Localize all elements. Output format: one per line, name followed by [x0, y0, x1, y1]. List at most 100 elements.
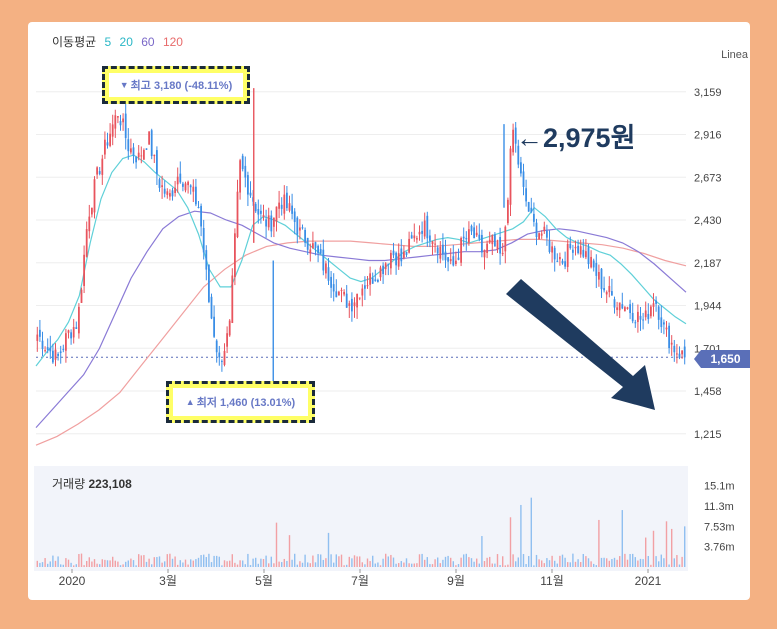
- volume-bar: [564, 557, 566, 567]
- candle-body: [122, 118, 124, 123]
- volume-bar: [411, 563, 413, 567]
- volume-bar: [62, 564, 64, 567]
- volume-bar: [530, 497, 532, 567]
- volume-bar: [684, 526, 686, 567]
- candle-body: [683, 346, 686, 358]
- volume-bar: [91, 561, 93, 567]
- volume-bar: [455, 565, 457, 567]
- volume-bar: [65, 558, 67, 567]
- candle-body: [364, 285, 366, 289]
- candle-body: [319, 249, 322, 254]
- volume-bar: [418, 554, 421, 567]
- candle-body: [652, 303, 655, 307]
- volume-bar: [499, 565, 501, 567]
- candle-body: [621, 304, 624, 309]
- volume-bar: [218, 556, 220, 567]
- scale-mode-label[interactable]: Linea: [721, 49, 748, 61]
- volume-bar: [439, 563, 441, 567]
- volume-bar: [504, 565, 506, 567]
- candle-body: [275, 206, 278, 222]
- volume-bar: [275, 522, 278, 567]
- volume-bar: [543, 563, 545, 567]
- volume-bar: [517, 557, 519, 567]
- volume-bar: [255, 557, 257, 567]
- volume-bar: [642, 559, 644, 567]
- ma-legend-20[interactable]: 20: [119, 35, 133, 49]
- candle-body: [132, 147, 135, 156]
- candle-body: [158, 179, 161, 188]
- x-axis-labels: 2020 3월 5월 7월 9월 11월 2021: [59, 569, 662, 588]
- candle-body: [262, 215, 265, 218]
- volume-bar: [377, 562, 379, 567]
- x-tick-label: 11월: [540, 574, 564, 588]
- candle-body: [273, 217, 275, 227]
- candle-body: [335, 291, 338, 298]
- ma-legend-60[interactable]: 60: [141, 35, 155, 49]
- candle-body: [546, 230, 548, 238]
- volume-bar: [567, 562, 569, 567]
- candle-body: [218, 352, 221, 358]
- volume-bar: [673, 558, 675, 567]
- volume-bar: [70, 562, 72, 567]
- candle-body: [202, 227, 205, 253]
- candle-body: [410, 235, 413, 239]
- volume-bar: [515, 561, 517, 567]
- volume-tick-label: 15.1m: [704, 481, 735, 493]
- candle-body: [572, 249, 574, 253]
- candle-body: [96, 167, 98, 175]
- high-callout-text: 최고 3,180 (-48.11%): [130, 80, 233, 92]
- volume-bar: [171, 558, 174, 567]
- x-tick-label: 2021: [635, 574, 662, 588]
- y-tick-label: 2,430: [694, 215, 722, 227]
- candle-body: [260, 210, 262, 214]
- candle-body: [626, 307, 629, 309]
- candle-body: [306, 237, 309, 250]
- candle-body: [228, 320, 231, 336]
- candle-body: [67, 330, 70, 333]
- volume-bar: [348, 556, 350, 567]
- candle-body: [98, 171, 101, 174]
- volume-bar: [288, 535, 291, 567]
- volume-bar: [548, 560, 551, 567]
- ma-legend-120[interactable]: 120: [162, 35, 183, 49]
- candle-body: [629, 304, 631, 314]
- volume-bar: [340, 554, 343, 567]
- candle-body: [574, 246, 577, 249]
- volume-bar: [668, 564, 670, 567]
- candle-body: [387, 263, 390, 265]
- candle-body: [111, 124, 114, 137]
- volume-bar: [44, 558, 46, 567]
- volume-bar: [356, 556, 358, 567]
- candle-body: [345, 293, 348, 308]
- volume-bar: [678, 564, 681, 567]
- volume-bar: [195, 559, 197, 567]
- volume-bar: [619, 556, 621, 567]
- candle-body: [117, 116, 119, 118]
- volume-bar: [221, 565, 223, 567]
- candle-body: [673, 345, 676, 353]
- volume-bar: [608, 560, 610, 567]
- candle-body: [491, 235, 494, 245]
- volume-bar: [112, 556, 114, 567]
- volume-bar: [49, 561, 51, 567]
- volume-bar: [122, 564, 124, 567]
- candle-body: [486, 243, 488, 253]
- candle-body: [325, 263, 327, 274]
- candle-body: [231, 275, 234, 323]
- candle-body: [195, 186, 197, 205]
- volume-bar: [294, 553, 296, 567]
- volume-bar: [296, 564, 298, 567]
- volume-value: 223,108: [88, 477, 132, 491]
- volume-bar: [88, 557, 90, 567]
- volume-bar: [660, 554, 662, 567]
- candle-body: [384, 263, 387, 270]
- volume-bar: [647, 555, 649, 567]
- candle-body: [340, 289, 343, 291]
- candle-body: [647, 313, 650, 320]
- candle-body: [517, 145, 520, 165]
- candle-body: [382, 265, 384, 275]
- candle-body: [301, 227, 304, 229]
- ma-legend-5[interactable]: 5: [104, 35, 112, 49]
- price-chart[interactable]: 3,1592,9162,6732,4302,1871,9441,7011,458…: [28, 22, 750, 600]
- candle-body: [366, 285, 369, 287]
